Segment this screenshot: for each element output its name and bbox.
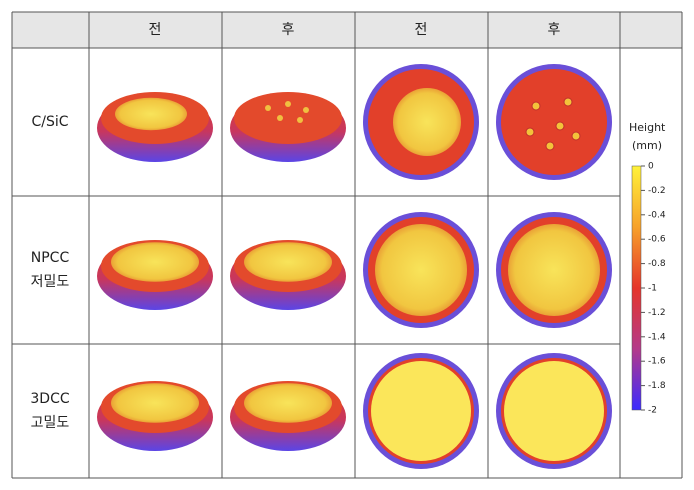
- specimen-top: [111, 383, 199, 423]
- defect: [277, 115, 283, 121]
- colorbar-tick-label: -1.6: [648, 357, 666, 367]
- colorbar-tick-label: -1.8: [648, 381, 666, 391]
- defect: [555, 121, 565, 131]
- defect: [563, 97, 573, 107]
- colorbar-unit: (mm): [632, 139, 662, 152]
- colorbar-tick-label: -2: [648, 406, 657, 416]
- specimen-top: [244, 383, 332, 423]
- defect: [265, 105, 271, 111]
- specimen-center: [504, 361, 604, 461]
- specimen-center: [371, 361, 471, 461]
- row-label: 고밀도: [31, 415, 70, 431]
- header-cell: 전: [149, 22, 162, 38]
- header-cell: 후: [282, 22, 295, 38]
- colorbar-tick-label: -0.8: [648, 259, 666, 269]
- header-cell: 후: [548, 22, 561, 38]
- colorbar-tick-label: 0: [648, 162, 654, 172]
- header-bg: [12, 12, 682, 48]
- colorbar-tick-label: -1.4: [648, 332, 666, 342]
- defect: [571, 131, 581, 141]
- colorbar-title: Height: [629, 121, 666, 134]
- specimen-center: [375, 224, 467, 316]
- colorbar: [631, 165, 642, 411]
- defect: [531, 101, 541, 111]
- specimen-top: [115, 97, 187, 131]
- row-label: 저밀도: [31, 274, 70, 290]
- table-grid: [11, 11, 683, 479]
- colorbar-tick-label: -0.6: [648, 235, 666, 245]
- defect: [545, 141, 555, 151]
- defect: [303, 107, 309, 113]
- colorbar-tick-label: -1.2: [648, 308, 666, 318]
- row-label: 3DCC: [30, 391, 69, 407]
- specimen-rim: [234, 92, 342, 144]
- defect: [525, 127, 535, 137]
- specimens: [97, 64, 612, 469]
- colorbar-tick-label: -1: [648, 284, 657, 294]
- specimen-top: [111, 242, 199, 282]
- defect: [297, 117, 303, 123]
- row-label: NPCC: [31, 250, 70, 266]
- colorbar-tick-label: -0.2: [648, 186, 666, 196]
- header-cell: 전: [415, 22, 428, 38]
- specimen-center: [508, 224, 600, 316]
- specimen-top: [244, 242, 332, 282]
- defect: [285, 101, 291, 107]
- colorbar-tick-label: -0.4: [648, 210, 666, 220]
- specimen-ring: [501, 69, 607, 175]
- row-label: C/SiC: [31, 114, 68, 130]
- specimen-center: [393, 88, 461, 156]
